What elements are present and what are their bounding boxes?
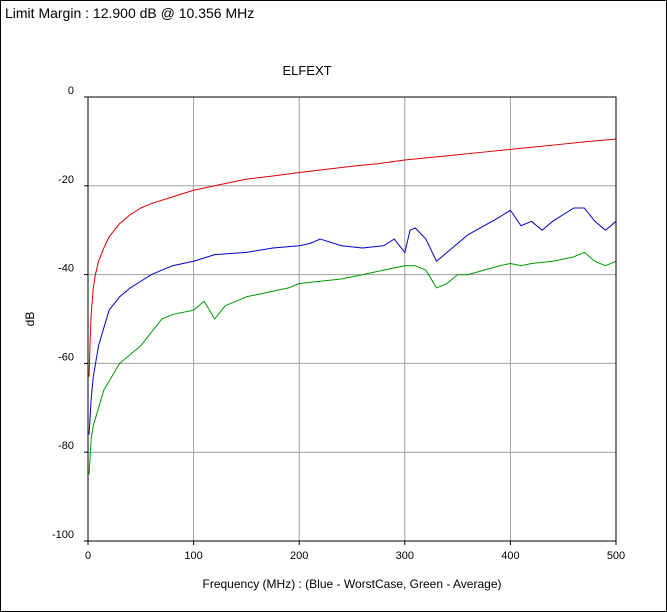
x-tick-label: 100: [184, 550, 202, 562]
plot-area: [88, 97, 616, 541]
limit-margin-text: Limit Margin : 12.900 dB @ 10.356 MHz: [5, 5, 255, 21]
y-tick-label: -60: [58, 351, 74, 363]
chart-title: ELFEXT: [282, 63, 331, 78]
y-tick-label: -20: [58, 174, 74, 186]
plot-border: [87, 96, 617, 542]
y-axis-title: dB: [23, 312, 37, 327]
series-line-0: [88, 138, 617, 377]
x-tick-label: 300: [396, 550, 414, 562]
y-tick-label: -80: [58, 440, 74, 452]
series-line-1: [88, 207, 617, 435]
x-tick-label: 500: [607, 550, 625, 562]
x-tick-label: 0: [85, 550, 91, 562]
y-tick-label: -100: [52, 529, 74, 541]
series-line-2: [88, 251, 617, 475]
y-tick-label: 0: [68, 85, 74, 97]
x-axis-title: Frequency (MHz) : (Blue - WorstCase, Gre…: [203, 577, 502, 591]
tick-labels: 0 100 200 300 400 500 0 -20 -40 -60 -80 -100: [52, 85, 625, 562]
y-tick-label: -40: [58, 263, 74, 275]
x-tick-label: 200: [290, 550, 308, 562]
series-layer: [88, 138, 617, 475]
x-tick-label: 400: [501, 550, 519, 562]
